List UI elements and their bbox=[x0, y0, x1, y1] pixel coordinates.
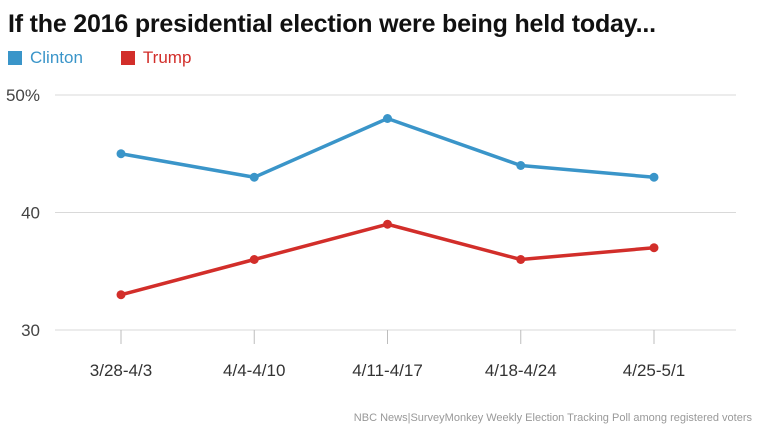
data-point-clinton bbox=[516, 161, 526, 170]
legend-item-trump: Trump bbox=[120, 48, 192, 68]
data-point-trump bbox=[383, 219, 392, 229]
legend-label-clinton: Clinton bbox=[30, 48, 83, 67]
x-tick-label: 3/28-4/3 bbox=[90, 361, 152, 380]
data-point-clinton bbox=[383, 114, 392, 123]
data-point-clinton bbox=[649, 172, 659, 182]
y-tick-label: 40 bbox=[21, 204, 40, 223]
data-point-clinton bbox=[116, 149, 126, 159]
x-tick-label: 4/25-5/1 bbox=[623, 361, 685, 380]
data-point-trump bbox=[249, 255, 259, 264]
legend-swatch-trump bbox=[120, 51, 135, 65]
legend: Clinton Trump bbox=[8, 48, 191, 68]
series-line-clinton bbox=[119, 116, 656, 179]
data-point-trump bbox=[649, 243, 659, 253]
series-line-trump bbox=[119, 222, 656, 297]
x-tick-label: 4/18-4/24 bbox=[485, 361, 557, 380]
chart-title: If the 2016 presidential election were b… bbox=[8, 10, 656, 38]
y-tick-label: 50% bbox=[6, 86, 40, 105]
data-point-trump bbox=[116, 290, 126, 300]
legend-label-trump: Trump bbox=[142, 48, 192, 67]
data-point-clinton bbox=[249, 172, 259, 182]
x-tick-label: 4/4-4/10 bbox=[223, 361, 285, 380]
data-point-trump bbox=[516, 255, 526, 264]
x-tick-label: 4/11-4/17 bbox=[352, 361, 423, 380]
legend-swatch-clinton bbox=[8, 51, 22, 65]
source-note: NBC News|SurveyMonkey Weekly Election Tr… bbox=[353, 412, 752, 424]
y-tick-label: 30 bbox=[21, 321, 40, 340]
legend-item-clinton: Clinton bbox=[8, 48, 83, 68]
